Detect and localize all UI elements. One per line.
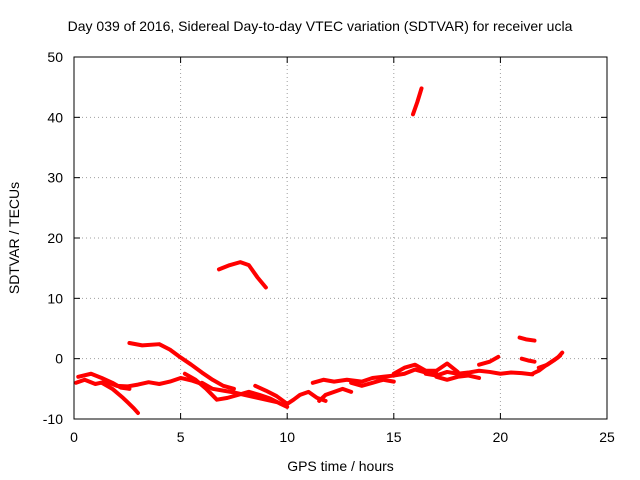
data-series-arc-15 bbox=[423, 368, 535, 378]
y-tick-label: 30 bbox=[47, 170, 63, 186]
x-tick-label: 0 bbox=[70, 429, 78, 445]
data-series-arc-7 bbox=[253, 383, 290, 406]
x-tick-label: 15 bbox=[386, 429, 402, 445]
data-series-arc-1 bbox=[74, 375, 204, 389]
x-tick-label: 10 bbox=[279, 429, 295, 445]
data-series-arc-10 bbox=[285, 389, 328, 406]
x-axis-label: GPS time / hours bbox=[287, 458, 394, 474]
plot-frame bbox=[73, 56, 608, 420]
y-tick-label: 20 bbox=[47, 230, 63, 246]
data-series-arc-17 bbox=[477, 354, 501, 367]
data-series-arc-6 bbox=[199, 380, 279, 405]
chart-title: Day 039 of 2016, Sidereal Day-to-day VTE… bbox=[67, 18, 573, 34]
data-series-arc-2 bbox=[76, 371, 132, 391]
data-series-arc-13 bbox=[349, 377, 396, 388]
y-tick-label: 50 bbox=[47, 49, 63, 65]
x-tick-label: 5 bbox=[177, 429, 185, 445]
data-series-arc-8 bbox=[216, 260, 268, 290]
y-tick-label: 40 bbox=[47, 109, 63, 125]
data-series-arc-18 bbox=[517, 335, 537, 343]
data-series-arc-4 bbox=[127, 340, 236, 391]
data-series-arc-14 bbox=[391, 361, 460, 376]
x-tick-label: 25 bbox=[599, 429, 615, 445]
data-series-arc-19 bbox=[519, 356, 537, 364]
y-axis-label: SDTVAR / TECUs bbox=[6, 181, 22, 295]
y-tick-label: -10 bbox=[43, 411, 63, 427]
data-series-arc-11 bbox=[310, 367, 439, 385]
data-series-arc-12 bbox=[317, 386, 354, 403]
data-series-arc-9 bbox=[410, 86, 424, 117]
data-series-arc-21 bbox=[536, 353, 563, 370]
x-tick-label: 20 bbox=[493, 429, 509, 445]
data-series-arc-16 bbox=[434, 373, 482, 382]
data-series-arc-3 bbox=[99, 380, 140, 415]
y-tick-label: 10 bbox=[47, 290, 63, 306]
y-tick-label: 0 bbox=[55, 351, 63, 367]
